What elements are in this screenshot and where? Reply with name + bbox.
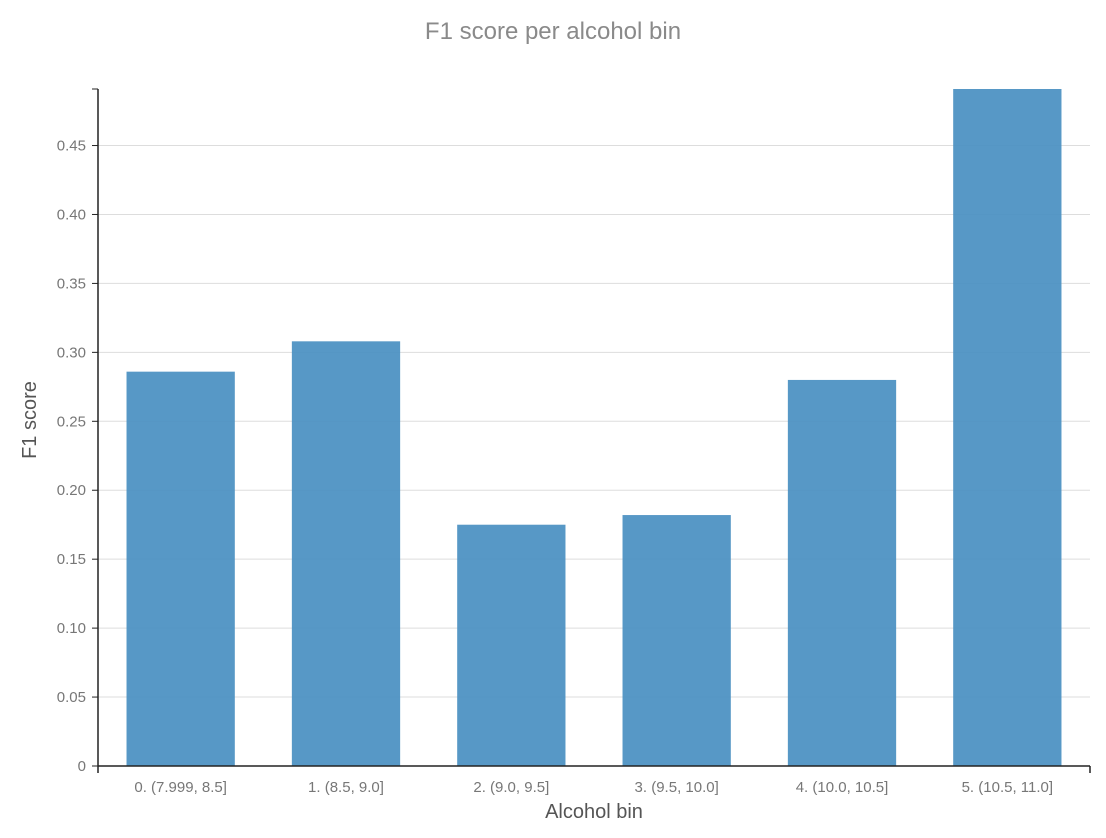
bar bbox=[953, 89, 1062, 766]
bar bbox=[787, 379, 897, 766]
x-ticks: 0. (7.999, 8.5] 1. (8.5, 9.0] 2. (9.0, 9.5… bbox=[97, 766, 1091, 796]
gridlines bbox=[98, 145, 1090, 698]
y-axis-label: F1 score bbox=[19, 381, 41, 459]
x-axis-label: Alcohol bin bbox=[545, 801, 643, 823]
x-tick-label: 4. (10.0, 10.5] bbox=[796, 779, 889, 796]
y-tick-label: 0.15 bbox=[57, 551, 86, 568]
y-tick-label: 0.40 bbox=[57, 206, 86, 223]
bar bbox=[622, 515, 731, 766]
bars bbox=[126, 89, 1062, 766]
y-tick-label: 0 bbox=[78, 758, 86, 775]
x-tick-label: 5. (10.5, 11.0] bbox=[962, 779, 1053, 796]
y-tick-label: 0.25 bbox=[57, 413, 86, 430]
y-tick-label: 0.20 bbox=[57, 482, 86, 499]
y-tick-label: 0.05 bbox=[57, 689, 86, 706]
x-tick-label: 1. (8.5, 9.0] bbox=[308, 779, 384, 796]
y-tick-label: 0.30 bbox=[57, 344, 86, 361]
bar bbox=[126, 371, 235, 766]
y-ticks: 0 0.05 0.10 0.15 0.20 0.25 0.30 0.35 0.40 0.45 bbox=[57, 88, 98, 775]
y-tick-label: 0.45 bbox=[57, 138, 86, 155]
y-tick-label: 0.10 bbox=[57, 620, 86, 637]
x-tick-label: 2. (9.0, 9.5] bbox=[473, 779, 549, 796]
x-tick-label: 0. (7.999, 8.5] bbox=[134, 779, 227, 796]
axes bbox=[97, 89, 1090, 767]
x-tick-label: 3. (9.5, 10.0] bbox=[635, 779, 719, 796]
bar bbox=[457, 524, 566, 766]
y-tick-label: 0.35 bbox=[57, 275, 86, 292]
bar bbox=[291, 341, 401, 766]
chart-title: F1 score per alcohol bin bbox=[424, 18, 682, 45]
